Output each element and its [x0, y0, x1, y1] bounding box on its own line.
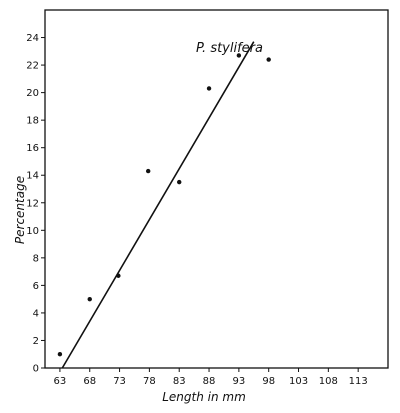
fit-line-group: [61, 41, 255, 369]
x-tick-label: 68: [83, 376, 96, 387]
y-tick-label: 2: [33, 336, 39, 347]
y-tick-label: 16: [26, 143, 39, 154]
y-tick-label: 4: [33, 308, 39, 319]
data-point: [87, 296, 92, 302]
y-tick-label: 22: [26, 61, 39, 72]
x-tick-label: 78: [143, 376, 156, 387]
x-tick-label: 93: [233, 376, 246, 387]
y-axis-label: Percentage: [13, 176, 27, 244]
x-tick-label: 103: [289, 376, 308, 387]
data-point: [57, 352, 63, 357]
x-tick-label: 98: [262, 376, 275, 387]
y-tick-label: 24: [26, 33, 39, 44]
y-tick-label: 8: [33, 253, 39, 264]
data-point: [206, 86, 212, 91]
x-tick-label: 108: [319, 376, 338, 387]
x-tick-label: 73: [113, 376, 126, 387]
y-tick-label: 14: [26, 171, 39, 182]
y-tick-label: 6: [33, 281, 39, 292]
data-point: [116, 273, 121, 278]
y-tick-label: 12: [26, 198, 39, 209]
x-tick-label: 83: [173, 376, 186, 387]
x-tick-label: 113: [349, 376, 368, 387]
fit-line: [61, 41, 255, 369]
data-point: [177, 179, 182, 185]
data-point: [266, 57, 271, 62]
axes: [44, 9, 389, 369]
x-ticks: 63 68 73 78 83 88 93 98 103 108 113: [54, 368, 368, 387]
data-point: [236, 53, 242, 58]
x-tick-label: 88: [203, 376, 216, 387]
y-tick-label: 10: [26, 226, 39, 237]
y-tick-label: 20: [26, 88, 39, 99]
y-tick-label: 18: [26, 116, 39, 127]
data-point: [145, 168, 151, 174]
chart-annotation: P. stylifera: [196, 41, 263, 56]
x-tick-label: 63: [54, 376, 67, 387]
data-points: [57, 53, 271, 357]
plot-frame: [44, 9, 389, 369]
y-tick-label: 0: [33, 364, 39, 375]
x-axis-label: Length in mm: [162, 390, 246, 404]
